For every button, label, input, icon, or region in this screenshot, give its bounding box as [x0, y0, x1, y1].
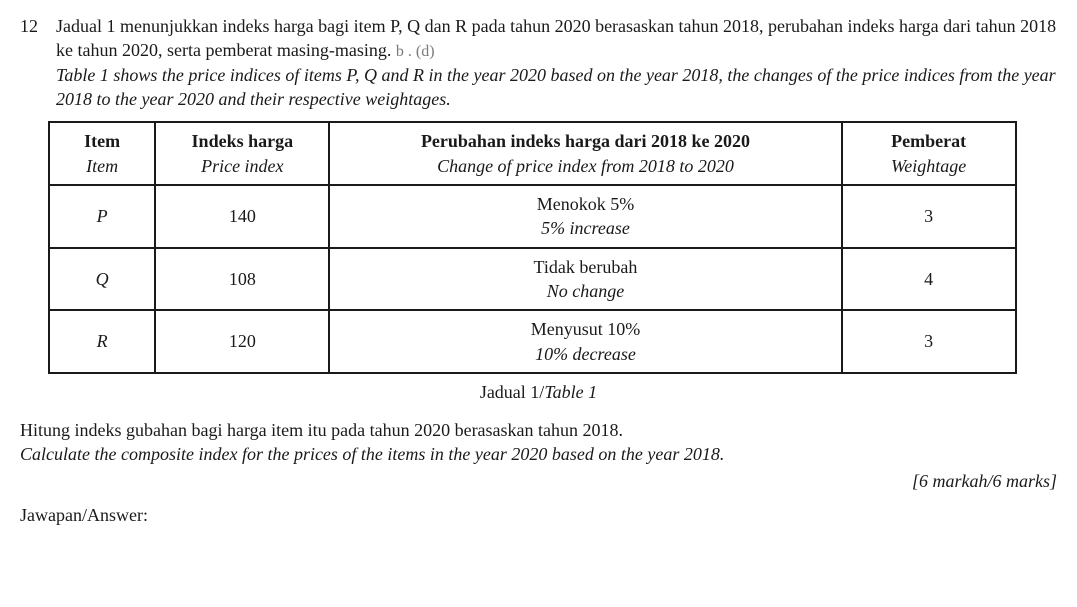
prompt-ms: Hitung indeks gubahan bagi harga item it… [20, 420, 623, 440]
header-item: Item Item [49, 122, 155, 185]
header-change-en: Change of price index from 2018 to 2020 [340, 154, 830, 178]
cell-item: R [49, 310, 155, 373]
cell-change: Menyusut 10%10% decrease [329, 310, 841, 373]
lead-text-en: Table 1 shows the price indices of items… [56, 65, 1056, 109]
question-number: 12 [20, 14, 46, 111]
question-block: 12 Jadual 1 menunjukkan indeks harga bag… [20, 14, 1057, 111]
header-index-en: Price index [166, 154, 318, 178]
table-header-row: Item Item Indeks harga Price index Perub… [49, 122, 1016, 185]
print-artifact: b . (d) [396, 43, 435, 60]
header-weight-en: Weightage [853, 154, 1005, 178]
table-body: P140Menokok 5%5% increase3Q108Tidak beru… [49, 185, 1016, 373]
cell-index: 108 [155, 248, 329, 311]
cell-index: 120 [155, 310, 329, 373]
lead-text-ms: Jadual 1 menunjukkan indeks harga bagi i… [56, 16, 1056, 60]
header-weight-ms: Pemberat [853, 129, 1005, 153]
caption-ms: Jadual 1/ [480, 382, 545, 402]
cell-weight: 4 [842, 248, 1016, 311]
header-index: Indeks harga Price index [155, 122, 329, 185]
header-item-ms: Item [60, 129, 144, 153]
table-caption: Jadual 1/Table 1 [20, 380, 1057, 404]
header-change-ms: Perubahan indeks harga dari 2018 ke 2020 [340, 129, 830, 153]
table-row: P140Menokok 5%5% increase3 [49, 185, 1016, 248]
answer-label: Jawapan/Answer: [20, 503, 1057, 527]
header-change: Perubahan indeks harga dari 2018 ke 2020… [329, 122, 841, 185]
cell-change: Tidak berubahNo change [329, 248, 841, 311]
table-row: Q108Tidak berubahNo change4 [49, 248, 1016, 311]
table-row: R120Menyusut 10%10% decrease3 [49, 310, 1016, 373]
cell-weight: 3 [842, 185, 1016, 248]
price-index-table: Item Item Indeks harga Price index Perub… [48, 121, 1017, 373]
table-container: Item Item Indeks harga Price index Perub… [48, 121, 1057, 373]
cell-item: Q [49, 248, 155, 311]
caption-en: Table 1 [544, 382, 597, 402]
answer-label-text: Jawapan/Answer: [20, 505, 148, 525]
cell-change: Menokok 5%5% increase [329, 185, 841, 248]
task-prompt: Hitung indeks gubahan bagi harga item it… [20, 418, 1057, 467]
question-body: Jadual 1 menunjukkan indeks harga bagi i… [56, 14, 1057, 111]
marks-label: [6 markah/6 marks] [20, 469, 1057, 493]
cell-item: P [49, 185, 155, 248]
header-item-en: Item [60, 154, 144, 178]
prompt-en: Calculate the composite index for the pr… [20, 444, 724, 464]
cell-index: 140 [155, 185, 329, 248]
cell-weight: 3 [842, 310, 1016, 373]
header-weight: Pemberat Weightage [842, 122, 1016, 185]
header-index-ms: Indeks harga [166, 129, 318, 153]
